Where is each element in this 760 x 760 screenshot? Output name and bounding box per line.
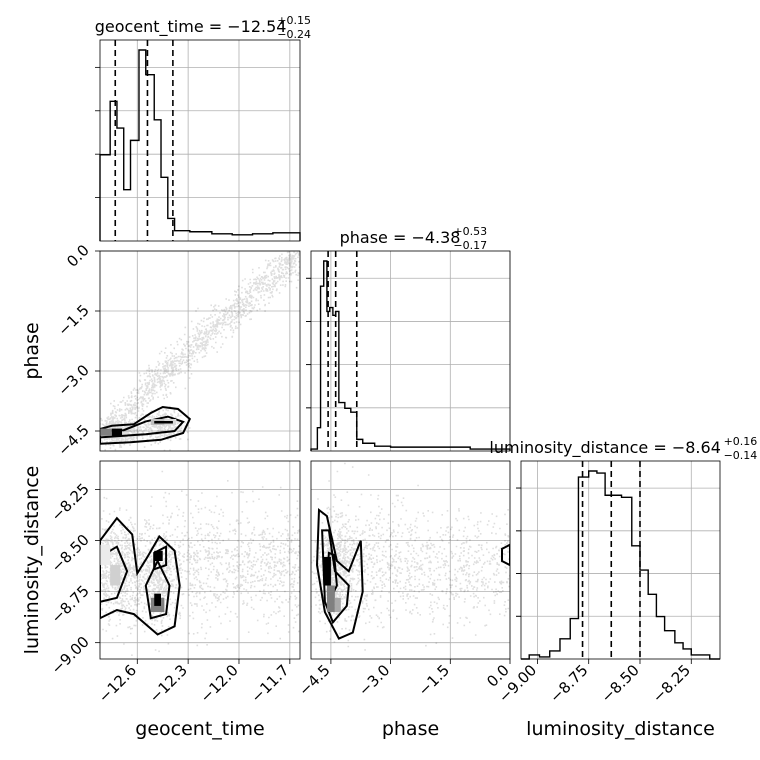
x-tick-label: −1.5 — [415, 661, 453, 699]
panel-title-text: geocent_time = −12.54 — [95, 17, 287, 37]
sample-cloud — [311, 462, 510, 651]
x-axis-label-phase: phase — [382, 718, 439, 740]
hist-panel-luminosity_distance — [516, 460, 721, 660]
y-tick-label: −8.25 — [48, 480, 93, 525]
x-tick-label: −12.6 — [95, 661, 140, 706]
y-tick-label: 0.0 — [63, 241, 93, 271]
panel-frame — [310, 460, 511, 660]
y-tick-label: −1.5 — [54, 301, 92, 339]
title-plus: +0.16 — [724, 435, 758, 448]
density-block — [154, 593, 162, 606]
contour-outer — [315, 508, 364, 640]
panel-title-geocent_time: geocent_time = −12.54+0.15−0.24 — [95, 14, 311, 41]
contour-inner — [153, 545, 168, 571]
panel-frame — [99, 460, 301, 660]
density-block — [326, 585, 335, 613]
title-plus: +0.15 — [277, 14, 311, 27]
panel-frame — [310, 250, 511, 452]
y-tick-label: −3.0 — [54, 361, 92, 399]
density-block — [100, 544, 111, 566]
x-tick-label: −8.25 — [649, 661, 694, 706]
hist-step-luminosity_distance — [521, 470, 720, 660]
contour-mid — [100, 415, 185, 439]
y-axis-label-luminosity_distance: luminosity_distance — [21, 466, 43, 655]
density-block — [334, 597, 341, 613]
x-tick-label: −3.0 — [355, 661, 393, 699]
title-minus: −0.14 — [724, 449, 758, 462]
panel-title-phase: phase = −4.38+0.53−0.17 — [340, 225, 488, 252]
x-tick-label: −8.75 — [546, 661, 591, 706]
contour-edge — [501, 543, 510, 567]
hist-panel-phase — [306, 250, 511, 452]
scatter-panel-phase-vs-geocent_time — [99, 250, 301, 452]
panel-frame — [520, 460, 721, 660]
panel-title-text: luminosity_distance = −8.64 — [489, 438, 720, 458]
title-minus: −0.24 — [277, 28, 311, 41]
sample-points — [311, 462, 510, 651]
title-minus: −0.17 — [453, 239, 487, 252]
sample-cloud — [100, 251, 300, 451]
x-tick-label: −12.3 — [146, 661, 191, 706]
x-tick-label: −4.5 — [295, 661, 333, 699]
title-plus: +0.53 — [453, 225, 487, 238]
density-block — [110, 565, 121, 586]
contour-outer — [100, 516, 181, 636]
contour-outer — [100, 405, 192, 445]
x-axis-label-geocent_time: geocent_time — [135, 718, 264, 740]
panel-frame — [99, 250, 301, 452]
y-tick-label: −8.50 — [48, 531, 93, 576]
x-tick-label: −8.50 — [598, 661, 643, 706]
x-axis-label-luminosity_distance: luminosity_distance — [526, 718, 715, 740]
contour-mid — [321, 529, 350, 625]
hist-panel-geocent_time — [95, 39, 301, 242]
contour-mid-right — [144, 558, 171, 620]
panel-title-luminosity_distance: luminosity_distance = −8.64 +0.16−0.14 — [489, 435, 757, 462]
scatter-panel-luminosity_distance-vs-phase — [310, 460, 511, 660]
panel-title-text: phase = −4.38 — [340, 228, 461, 247]
density-block — [323, 556, 331, 586]
y-tick-label: −4.5 — [54, 421, 92, 459]
scatter-panel-luminosity_distance-vs-geocent_time — [99, 460, 301, 660]
contour-mid-left — [100, 545, 129, 603]
density-block — [100, 428, 112, 436]
y-tick-label: −8.75 — [48, 582, 93, 627]
x-tick-label: −11.7 — [247, 661, 292, 706]
x-tick-label: −12.0 — [197, 661, 242, 706]
density-block — [111, 428, 123, 436]
y-tick-label: −9.00 — [48, 633, 93, 678]
sample-points — [100, 470, 300, 656]
y-axis-label-phase: phase — [21, 322, 43, 379]
sample-points — [100, 251, 300, 451]
hist-step-phase — [310, 260, 511, 451]
hist-step-geocent_time — [99, 49, 301, 241]
sample-cloud — [100, 470, 300, 656]
panel-frame — [99, 39, 301, 242]
density-block — [154, 550, 163, 562]
